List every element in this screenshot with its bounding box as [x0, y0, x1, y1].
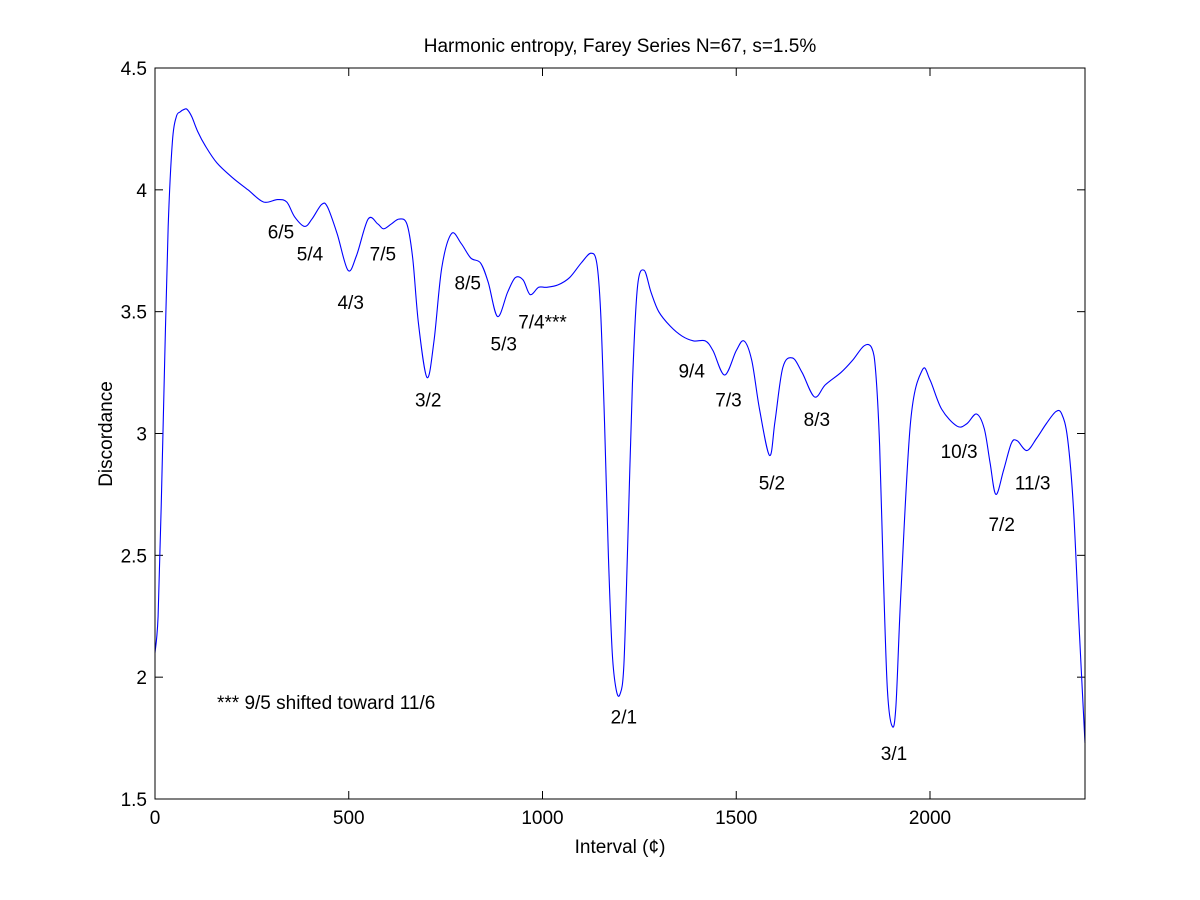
annotation-label: 10/3	[941, 442, 978, 463]
x-tick-label: 0	[150, 808, 161, 829]
annotation-label: 4/3	[337, 293, 363, 314]
annotation-label: 9/4	[678, 361, 705, 382]
x-axis-label: Interval (¢)	[575, 837, 666, 858]
series-line-0	[154, 108, 1086, 743]
y-tick-label: 4	[136, 181, 147, 202]
annotation-label: 8/5	[455, 274, 481, 295]
y-tick-label: 4.5	[121, 59, 147, 80]
annotation-label: 7/4***	[518, 313, 567, 334]
plot-frame	[154, 67, 1086, 800]
annotation-label: 5/4	[297, 244, 324, 265]
annotation-label: 8/3	[804, 410, 830, 431]
x-tick-label: 500	[333, 808, 365, 829]
y-tick-label: 3.5	[121, 303, 147, 324]
data-series	[154, 108, 1086, 743]
annotation-label: 7/2	[988, 515, 1014, 536]
chart-annotations: 6/55/4 7/5 4/3 8/5 7/4***5/3 3/2 2/1 9/4 7/3 8/3 5…	[217, 223, 1050, 765]
annotation-label: 7/5	[370, 244, 396, 265]
annotation-label: 11/3	[1015, 474, 1051, 495]
y-tick-label: 2.5	[121, 546, 147, 567]
annotation-label: *** 9/5 shifted toward 11/6	[217, 693, 435, 714]
plot-area	[155, 68, 1085, 799]
annotation-label: 7/3	[715, 391, 741, 412]
annotation-label: 3/2	[415, 391, 441, 412]
annotation-label: 3/1	[881, 744, 907, 765]
x-tick-label: 1500	[715, 808, 757, 829]
axis-tick-labels: 0 500 1000 1500 2000 1.5 2 2.5 3 3.5 4 4.5	[121, 59, 952, 829]
annotation-label: 6/5	[268, 223, 294, 244]
y-axis-label: Discordance	[96, 381, 117, 487]
annotation-label: 5/2	[759, 474, 785, 495]
x-tick-label: 1000	[521, 808, 563, 829]
y-tick-label: 3	[136, 425, 147, 446]
y-tick-label: 1.5	[121, 790, 147, 811]
annotation-label: 2/1	[611, 707, 637, 728]
y-tick-label: 2	[136, 668, 147, 689]
x-tick-label: 2000	[909, 808, 951, 829]
chart-title: Harmonic entropy, Farey Series N=67, s=1…	[424, 36, 817, 57]
annotation-label: 5/3	[491, 335, 517, 356]
